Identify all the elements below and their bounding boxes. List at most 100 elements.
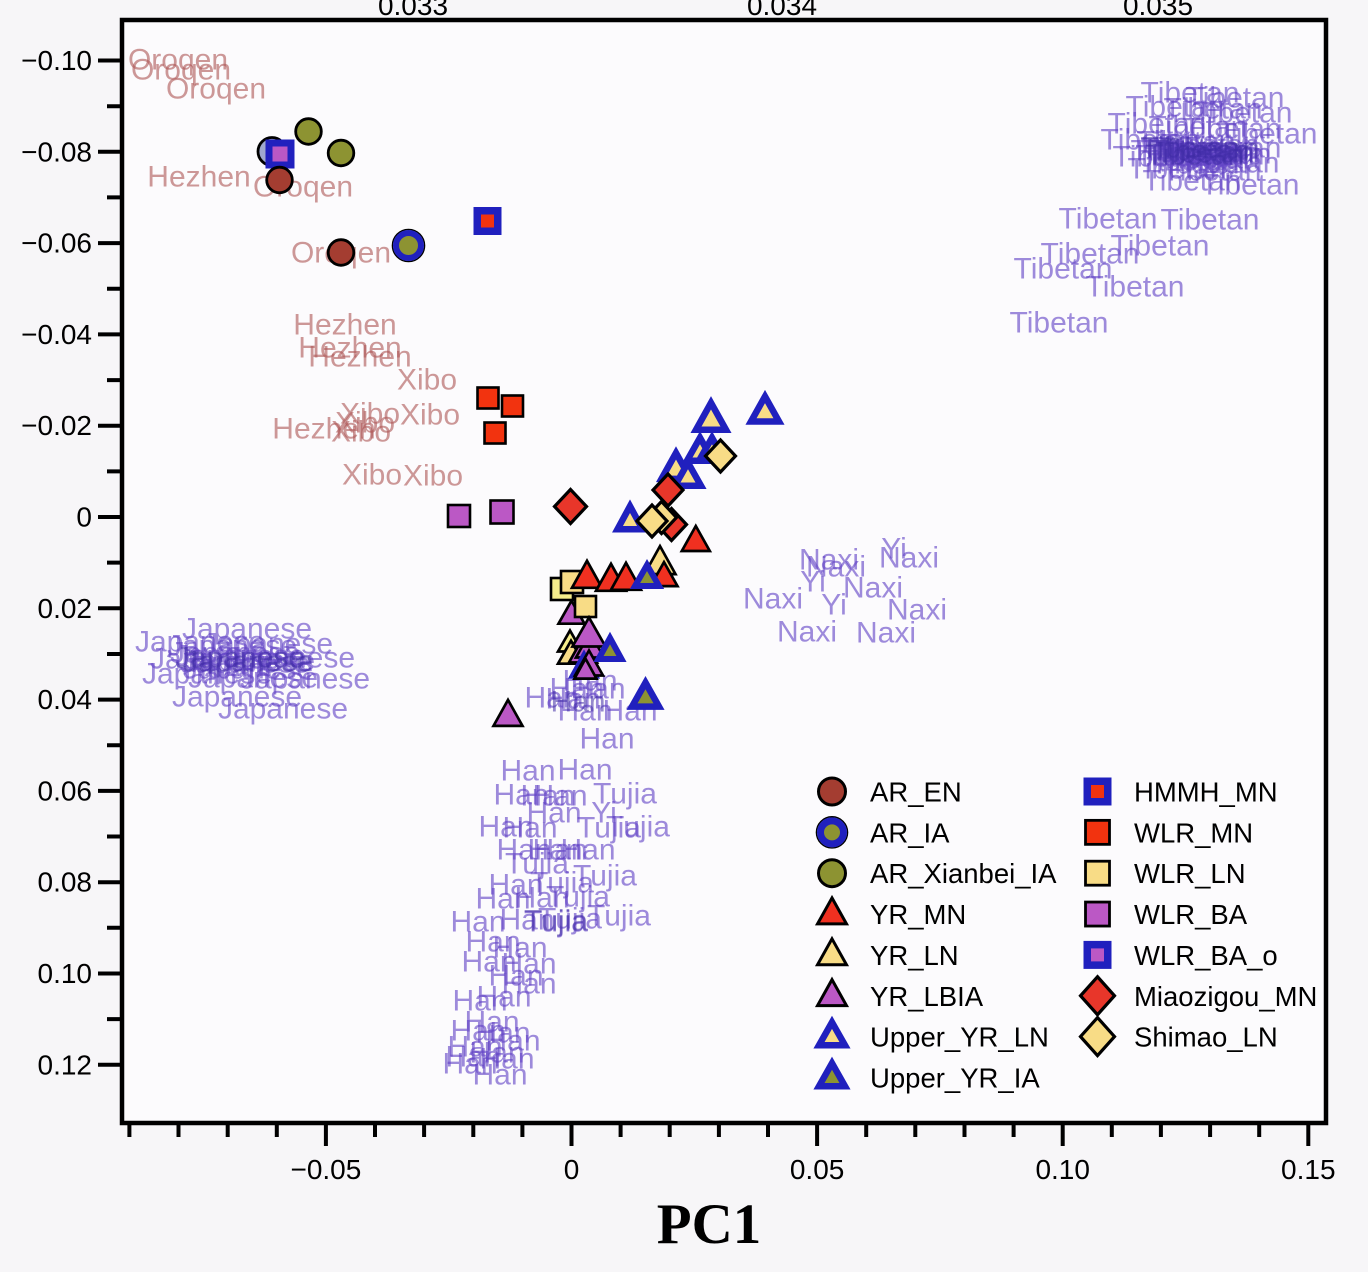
svg-text:PC1: PC1 <box>657 1193 761 1256</box>
svg-text:Tibetan: Tibetan <box>1113 141 1212 174</box>
svg-text:−0.02: −0.02 <box>21 410 92 441</box>
svg-text:Tibetan: Tibetan <box>1161 133 1260 166</box>
svg-text:Tibetan: Tibetan <box>1151 135 1250 168</box>
svg-text:Tibetan: Tibetan <box>1149 111 1248 144</box>
svg-text:0: 0 <box>564 1154 580 1185</box>
svg-text:Han: Han <box>501 968 556 1001</box>
svg-text:Han: Han <box>524 682 579 715</box>
svg-text:−0.06: −0.06 <box>21 228 92 259</box>
svg-text:0.035: 0.035 <box>1123 0 1193 21</box>
svg-text:Japanese: Japanese <box>150 643 280 676</box>
svg-text:Tibetan: Tibetan <box>1128 153 1227 186</box>
svg-text:0.08: 0.08 <box>38 867 93 898</box>
svg-text:Japanese: Japanese <box>175 642 305 675</box>
svg-text:Han: Han <box>478 811 533 844</box>
svg-text:HMMH_MN: HMMH_MN <box>1134 777 1278 808</box>
svg-text:Han: Han <box>514 882 569 915</box>
svg-text:Han: Han <box>475 1017 530 1050</box>
svg-text:Han: Han <box>445 1041 500 1074</box>
svg-text:Tibetan: Tibetan <box>1201 169 1300 202</box>
svg-text:Japanese: Japanese <box>188 662 318 695</box>
svg-text:Han: Han <box>452 985 507 1018</box>
svg-text:Tibetan: Tibetan <box>1146 137 1245 170</box>
svg-text:Japanese: Japanese <box>172 681 302 714</box>
svg-text:Tujia: Tujia <box>530 867 594 900</box>
svg-text:WLR_LN: WLR_LN <box>1134 858 1246 889</box>
svg-text:Han: Han <box>500 755 555 788</box>
svg-text:Han: Han <box>450 906 505 939</box>
svg-text:Japanese: Japanese <box>170 637 300 670</box>
svg-text:Tibetan: Tibetan <box>1156 137 1255 170</box>
svg-text:Naxi: Naxi <box>879 542 939 575</box>
svg-text:Tibetan: Tibetan <box>1186 82 1285 115</box>
svg-text:AR_Xianbei_IA: AR_Xianbei_IA <box>870 858 1057 889</box>
svg-text:Upper_YR_IA: Upper_YR_IA <box>870 1063 1040 1094</box>
svg-text:Naxi: Naxi <box>777 616 837 649</box>
svg-text:Han: Han <box>464 1006 519 1039</box>
svg-text:−0.10: −0.10 <box>21 45 92 76</box>
svg-text:Tujia: Tujia <box>573 860 637 893</box>
svg-text:0.10: 0.10 <box>1035 1154 1090 1185</box>
svg-text:Naxi: Naxi <box>856 617 916 650</box>
svg-text:Tibetan: Tibetan <box>1086 271 1185 304</box>
svg-text:Tibetan: Tibetan <box>1146 140 1245 173</box>
svg-text:Japanese: Japanese <box>203 628 333 661</box>
svg-text:Han: Han <box>476 981 531 1014</box>
svg-text:Naxi: Naxi <box>843 572 903 605</box>
svg-text:Naxi: Naxi <box>806 551 866 584</box>
svg-text:Tibetan: Tibetan <box>1166 139 1265 172</box>
svg-text:Japanese: Japanese <box>142 658 272 691</box>
svg-text:Yi: Yi <box>591 797 617 830</box>
svg-text:Han: Han <box>493 779 548 812</box>
svg-text:−0.05: −0.05 <box>290 1154 361 1185</box>
svg-text:Naxi: Naxi <box>743 583 803 616</box>
svg-text:Han: Han <box>502 812 557 845</box>
svg-text:Han: Han <box>488 869 543 902</box>
svg-text:Han: Han <box>461 946 516 979</box>
svg-text:Han: Han <box>496 834 551 867</box>
svg-text:Oroqen: Oroqen <box>131 54 231 87</box>
svg-text:Naxi: Naxi <box>887 594 947 627</box>
svg-text:−0.08: −0.08 <box>21 136 92 167</box>
svg-text:0.034: 0.034 <box>747 0 817 21</box>
svg-text:0.15: 0.15 <box>1281 1154 1336 1185</box>
svg-text:YR_LBIA: YR_LBIA <box>870 981 984 1012</box>
svg-text:Japanese: Japanese <box>225 642 355 675</box>
svg-text:Han: Han <box>501 948 556 981</box>
svg-text:Tibetan: Tibetan <box>1141 77 1240 110</box>
svg-text:Upper_YR_LN: Upper_YR_LN <box>870 1022 1049 1053</box>
svg-text:Xibo: Xibo <box>340 398 400 431</box>
svg-text:Tujia: Tujia <box>606 811 670 844</box>
svg-text:Han: Han <box>550 686 605 719</box>
svg-text:Tibetan: Tibetan <box>1173 138 1272 171</box>
svg-text:0.04: 0.04 <box>38 684 93 715</box>
svg-text:Shimao_LN: Shimao_LN <box>1134 1022 1278 1053</box>
svg-text:Tibetan: Tibetan <box>1161 204 1260 237</box>
svg-text:Xibo: Xibo <box>397 364 457 397</box>
svg-text:Japanese: Japanese <box>183 646 313 679</box>
svg-text:Yi: Yi <box>800 566 826 599</box>
svg-text:Tujia: Tujia <box>593 778 657 811</box>
svg-text:Oroqen: Oroqen <box>166 73 266 106</box>
svg-text:Han: Han <box>527 834 582 867</box>
svg-text:Han: Han <box>499 904 554 937</box>
svg-text:Han: Han <box>520 780 575 813</box>
svg-text:Miaozigou_MN: Miaozigou_MN <box>1134 981 1317 1012</box>
svg-text:Tibetan: Tibetan <box>1156 136 1255 169</box>
svg-text:Han: Han <box>492 932 547 965</box>
svg-text:Han: Han <box>469 1037 524 1070</box>
svg-text:Japanese: Japanese <box>167 630 297 663</box>
svg-text:Tibetan: Tibetan <box>1108 108 1207 141</box>
svg-text:Tujia: Tujia <box>538 903 602 936</box>
svg-text:Han: Han <box>450 1015 505 1048</box>
svg-text:Japanese: Japanese <box>185 645 315 678</box>
svg-text:Japanese: Japanese <box>183 653 313 686</box>
svg-text:Japanese: Japanese <box>240 663 370 696</box>
svg-text:Tibetan: Tibetan <box>1143 165 1242 198</box>
svg-text:Tibetan: Tibetan <box>1161 129 1260 162</box>
svg-text:WLR_BA_o: WLR_BA_o <box>1134 940 1278 971</box>
svg-text:Tibetan: Tibetan <box>1183 113 1282 146</box>
svg-text:AR_IA: AR_IA <box>870 817 950 848</box>
svg-text:0.05: 0.05 <box>790 1154 845 1185</box>
svg-text:Japanese: Japanese <box>180 647 310 680</box>
